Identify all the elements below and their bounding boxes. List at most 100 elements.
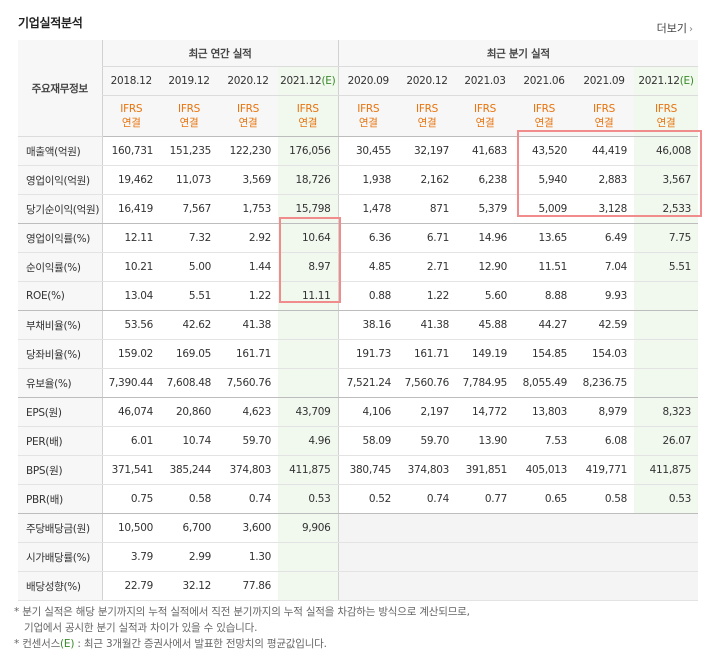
table-cell: 18,726 [278, 165, 338, 195]
table-cell: 30,455 [337, 136, 398, 166]
table-cell: 7.32 [160, 223, 218, 253]
row-label: 영업이익(억원) [18, 165, 102, 195]
annual-group-header: 최근 연간 실적 [101, 40, 338, 67]
ifrs-label: IFRS 연결 [160, 95, 218, 137]
period-header: 2020.09 [337, 66, 398, 96]
table-cell: 59.70 [398, 426, 456, 456]
table-cell: 1,753 [218, 194, 278, 224]
table-cell: 9,906 [278, 513, 338, 543]
table-cell: 0.75 [101, 484, 160, 514]
table-cell: 1.22 [218, 281, 278, 311]
table-cell: 44,419 [574, 136, 634, 166]
table-cell: 4.85 [337, 252, 398, 282]
table-cell: 11.11 [278, 281, 338, 311]
table-cell: 32.12 [160, 571, 218, 601]
table-cell: 26.07 [634, 426, 698, 456]
ifrs-label: IFRS 연결 [634, 95, 698, 137]
row-label: 영업이익률(%) [18, 223, 102, 253]
table-cell: 419,771 [574, 455, 634, 485]
table-cell: 44.27 [514, 310, 574, 340]
table-cell: 8,323 [634, 397, 698, 427]
table-row: 주당배당금(원) 10,500 6,700 3,600 9,906 [18, 513, 698, 543]
table-cell [514, 513, 574, 543]
table-cell: 13,803 [514, 397, 574, 427]
table-cell: 2,162 [398, 165, 456, 195]
table-cell: 1,938 [337, 165, 398, 195]
row-label: 당좌비율(%) [18, 339, 102, 369]
table-cell [337, 571, 398, 601]
table-cell: 4,623 [218, 397, 278, 427]
table-cell: 6,238 [456, 165, 514, 195]
row-label: PER(배) [18, 426, 102, 456]
table-cell: 151,235 [160, 136, 218, 166]
table-cell: 12.11 [101, 223, 160, 253]
table-cell: 7,390.44 [101, 368, 160, 398]
ifrs-label: IFRS 연결 [514, 95, 574, 137]
table-cell: 42.62 [160, 310, 218, 340]
table-row: 영업이익(억원) 19,462 11,073 3,569 18,726 1,938 2,16… [18, 165, 698, 195]
table-cell [337, 542, 398, 572]
period-header: 2021.12(E) [634, 66, 698, 96]
table-cell: 7,608.48 [160, 368, 218, 398]
table-cell: 0.53 [278, 484, 338, 514]
table-cell: 6.71 [398, 223, 456, 253]
table-cell: 5.00 [160, 252, 218, 282]
table-cell [456, 542, 514, 572]
table-cell: 0.65 [514, 484, 574, 514]
table-cell: 149.19 [456, 339, 514, 369]
table-cell: 176,056 [278, 136, 338, 166]
row-label: 배당성향(%) [18, 571, 102, 601]
table-cell: 5,379 [456, 194, 514, 224]
table-cell: 1.22 [398, 281, 456, 311]
table-cell: 13.90 [456, 426, 514, 456]
table-cell: 0.53 [634, 484, 698, 514]
period-header: 2021.12(E) [278, 66, 338, 96]
table-row: PER(배) 6.01 10.74 59.70 4.96 58.09 59.70 13.90 7… [18, 426, 698, 456]
table-cell [574, 513, 634, 543]
row-label: 유보율(%) [18, 368, 102, 398]
table-row: 당기순이익(억원) 16,419 7,567 1,753 15,798 1,478 871 5… [18, 194, 698, 224]
table-cell: 405,013 [514, 455, 574, 485]
table-cell: 3,569 [218, 165, 278, 195]
table-row: 부채비율(%) 53.56 42.62 41.38 38.16 41.38 45.88 44.… [18, 310, 698, 340]
footnote-quarter: * 분기 실적은 해당 분기까지의 누적 실적에서 직전 분기까지의 누적 실적… [14, 606, 470, 618]
table-cell: 371,541 [101, 455, 160, 485]
table-cell: 2,883 [574, 165, 634, 195]
table-row: BPS(원) 371,541 385,244 374,803 411,875 380,74… [18, 455, 698, 485]
chevron-right-icon: › [689, 24, 693, 35]
table-cell: 13.04 [101, 281, 160, 311]
table-cell: 1,478 [337, 194, 398, 224]
table-cell: 58.09 [337, 426, 398, 456]
period-header: 2021.03 [456, 66, 514, 96]
table-row: PBR(배) 0.75 0.58 0.74 0.53 0.52 0.74 0.77 0.65 0.… [18, 484, 698, 514]
table-cell: 7.53 [514, 426, 574, 456]
table-cell: 7,521.24 [337, 368, 398, 398]
table-cell: 0.74 [398, 484, 456, 514]
table-cell: 77.86 [218, 571, 278, 601]
table-cell: 5.60 [456, 281, 514, 311]
table-cell: 0.74 [218, 484, 278, 514]
table-cell [278, 542, 338, 572]
table-row: EPS(원) 46,074 20,860 4,623 43,709 4,106 2,197 1… [18, 397, 698, 427]
table-cell: 2.99 [160, 542, 218, 572]
table-cell: 12.90 [456, 252, 514, 282]
table-cell: 5.51 [160, 281, 218, 311]
table-cell: 385,244 [160, 455, 218, 485]
quarter-group-header: 최근 분기 실적 [337, 40, 698, 67]
row-label: 매출액(억원) [18, 136, 102, 166]
table-cell: 380,745 [337, 455, 398, 485]
table-cell: 374,803 [398, 455, 456, 485]
table-cell: 411,875 [278, 455, 338, 485]
table-cell [398, 542, 456, 572]
period-header: 2019.12 [160, 66, 218, 96]
table-cell: 159.02 [101, 339, 160, 369]
table-cell [634, 542, 698, 572]
table-cell: 19,462 [101, 165, 160, 195]
table-row: 당좌비율(%) 159.02 169.05 161.71 191.73 161.71 149… [18, 339, 698, 369]
table-cell: 7,567 [160, 194, 218, 224]
ifrs-label: IFRS 연결 [101, 95, 160, 137]
footnote-quarter-cont: 기업에서 공시한 분기 실적과 차이가 있을 수 있습니다. [24, 622, 258, 634]
more-link[interactable]: 더보기 › [657, 20, 693, 36]
table-cell: 6.01 [101, 426, 160, 456]
